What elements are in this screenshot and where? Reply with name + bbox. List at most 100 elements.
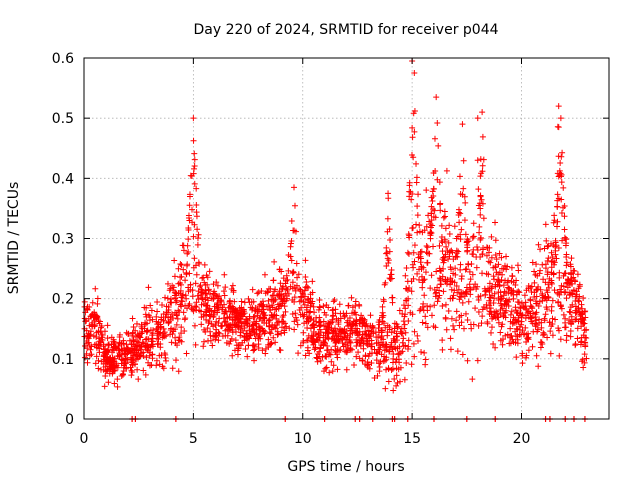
data-point — [492, 252, 499, 259]
data-point — [549, 332, 556, 339]
data-point — [323, 301, 330, 308]
data-point — [532, 313, 539, 320]
data-point — [396, 343, 403, 350]
data-point — [430, 206, 437, 213]
data-point — [562, 235, 569, 242]
data-point — [559, 149, 566, 156]
data-point — [459, 191, 466, 198]
data-point — [542, 293, 549, 300]
data-point — [405, 337, 412, 344]
data-point — [322, 334, 329, 341]
data-point — [237, 307, 244, 314]
data-point — [113, 345, 120, 352]
data-point — [172, 357, 179, 364]
data-point — [513, 325, 520, 332]
data-point — [388, 367, 395, 374]
data-point — [570, 288, 577, 295]
data-point — [401, 376, 408, 383]
data-point — [399, 330, 406, 337]
data-point — [558, 179, 565, 186]
data-point — [282, 308, 289, 315]
data-point — [449, 249, 456, 256]
data-point — [450, 270, 457, 277]
data-point — [451, 326, 458, 333]
data-point — [477, 211, 484, 218]
data-point — [436, 265, 443, 272]
y-tick-label: 0.2 — [52, 292, 74, 308]
data-point — [203, 316, 210, 323]
data-point — [191, 322, 198, 329]
data-point — [445, 239, 452, 246]
data-point — [362, 352, 369, 359]
data-point — [417, 249, 424, 256]
data-point — [258, 288, 265, 295]
data-point — [558, 171, 565, 178]
x-axis-label: GPS time / hours — [287, 459, 404, 475]
data-point — [548, 280, 555, 287]
data-point — [462, 266, 469, 273]
data-point — [394, 323, 401, 330]
data-point — [363, 335, 370, 342]
data-point — [574, 271, 581, 278]
data-point — [261, 315, 268, 322]
data-point — [396, 307, 403, 314]
data-point — [178, 262, 185, 269]
data-point — [167, 296, 174, 303]
data-point — [382, 279, 389, 286]
data-point — [118, 360, 125, 367]
data-point — [251, 357, 258, 364]
data-point — [495, 278, 502, 285]
data-point — [326, 320, 333, 327]
data-point — [528, 283, 535, 290]
data-point — [313, 354, 320, 361]
data-point — [441, 208, 448, 215]
y-tick-label: 0.6 — [52, 51, 74, 67]
data-point — [288, 217, 295, 224]
data-point — [355, 349, 362, 356]
data-point — [500, 265, 507, 272]
data-point — [578, 305, 585, 312]
data-point — [272, 339, 279, 346]
data-point — [337, 346, 344, 353]
data-point — [270, 334, 277, 341]
x-tick-label: 5 — [189, 431, 198, 447]
data-point — [171, 257, 178, 264]
data-point — [169, 331, 176, 338]
data-point — [572, 342, 579, 349]
data-point — [191, 156, 198, 163]
data-point — [265, 297, 272, 304]
data-point — [497, 337, 504, 344]
data-point — [218, 306, 225, 313]
data-point — [268, 296, 275, 303]
data-point — [536, 270, 543, 277]
data-point — [384, 322, 391, 329]
data-point — [211, 288, 218, 295]
data-point — [407, 188, 414, 195]
data-point — [465, 260, 472, 267]
data-point — [397, 349, 404, 356]
data-point — [320, 303, 327, 310]
data-point — [464, 357, 471, 364]
data-point — [130, 338, 137, 345]
data-point — [475, 186, 482, 193]
data-point — [421, 349, 428, 356]
data-point — [408, 361, 415, 368]
data-point — [302, 257, 309, 264]
data-point — [416, 222, 423, 229]
data-point — [266, 322, 273, 329]
data-point — [309, 289, 316, 296]
data-point — [325, 324, 332, 331]
data-point — [84, 306, 91, 313]
data-point — [94, 300, 101, 307]
data-point — [393, 372, 400, 379]
data-point — [542, 221, 549, 228]
data-point — [548, 240, 555, 247]
data-point — [581, 359, 588, 366]
data-point — [328, 336, 335, 343]
data-point — [479, 270, 486, 277]
data-point — [222, 308, 229, 315]
data-point — [95, 365, 102, 372]
data-point — [540, 276, 547, 283]
data-point — [453, 308, 460, 315]
